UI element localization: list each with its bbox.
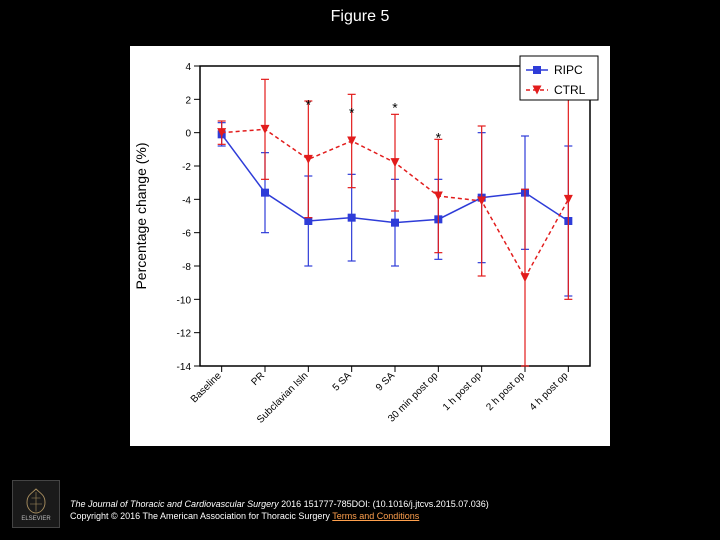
citation-text: 2016 151777-785DOI: (10.1016/j.jtcvs.201…: [279, 499, 489, 509]
svg-text:Percentage change (%): Percentage change (%): [133, 142, 149, 289]
svg-text:-12: -12: [177, 329, 192, 340]
svg-text:-14: -14: [177, 362, 192, 373]
svg-text:*: *: [392, 100, 398, 116]
journal-name: The Journal of Thoracic and Cardiovascul…: [70, 499, 279, 509]
citation-footer: The Journal of Thoracic and Cardiovascul…: [70, 498, 700, 522]
chart-area: 4 2 0 -2 -4 -6 -8 -10 -12 -14 Percentage change (%…: [130, 46, 610, 446]
svg-text:-8: -8: [182, 262, 191, 273]
chart-svg: 4 2 0 -2 -4 -6 -8 -10 -12 -14 Percentage change (%…: [130, 46, 610, 446]
svg-text:CTRL: CTRL: [554, 83, 586, 97]
svg-text:*: *: [436, 130, 442, 146]
elsevier-text: ELSEVIER: [21, 516, 50, 522]
svg-text:RIPC: RIPC: [554, 63, 583, 77]
svg-text:4: 4: [185, 62, 191, 73]
svg-text:0: 0: [185, 129, 191, 140]
svg-text:-10: -10: [177, 295, 192, 306]
svg-text:-2: -2: [182, 162, 191, 173]
svg-text:*: *: [306, 96, 312, 112]
svg-text:*: *: [349, 105, 355, 121]
svg-text:2: 2: [185, 95, 191, 106]
figure-title: Figure 5: [0, 0, 720, 26]
copyright-text: Copyright © 2016 The American Associatio…: [70, 511, 332, 521]
svg-text:-6: -6: [182, 229, 191, 240]
terms-link[interactable]: Terms and Conditions: [332, 511, 419, 521]
svg-text:-4: -4: [182, 195, 191, 206]
elsevier-logo: ELSEVIER: [12, 480, 60, 528]
